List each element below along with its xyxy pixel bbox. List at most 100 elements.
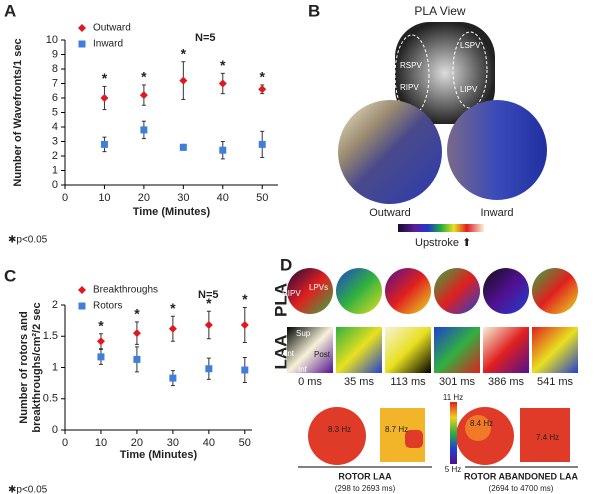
- y-tick-label: 3: [52, 135, 58, 147]
- point: [96, 337, 105, 346]
- n-label: N=5: [195, 32, 216, 44]
- point: [140, 126, 148, 134]
- pla-label: RIPV: [282, 289, 301, 298]
- y-tick-label: 1: [52, 361, 58, 373]
- vein-label: RIPV: [400, 83, 419, 92]
- note: ✱p<0.05: [8, 485, 48, 494]
- significance: *: [259, 69, 265, 85]
- y-tick-label: 6: [52, 92, 58, 104]
- freq-scale: [450, 402, 457, 464]
- panel-label: A: [4, 1, 16, 20]
- n-label: N=5: [198, 289, 219, 301]
- panel-label: B: [308, 1, 320, 20]
- group-range: (298 to 2693 ms): [335, 484, 396, 493]
- laa-frame: [385, 327, 431, 373]
- point: [78, 286, 86, 294]
- map-label: Inward: [480, 207, 513, 219]
- laa-label: Ant: [282, 349, 295, 358]
- pla-frame: [483, 268, 529, 314]
- significance: *: [220, 57, 226, 73]
- x-tick-label: 50: [239, 437, 251, 449]
- point: [78, 302, 86, 310]
- y-tick-label: 9: [52, 48, 58, 60]
- pla-image: [395, 22, 495, 124]
- freq-label: 8.4 Hz: [470, 419, 493, 428]
- y-tick-label: 0.5: [43, 393, 58, 405]
- legend-label: Rotors: [93, 301, 122, 312]
- row-label: LAA: [271, 335, 290, 370]
- group-range: (2694 to 4700 ms): [489, 484, 554, 493]
- point: [100, 140, 108, 148]
- colorbar: [398, 224, 484, 232]
- laa-label: Post: [314, 350, 331, 359]
- point: [179, 76, 188, 85]
- point: [258, 85, 267, 94]
- pla-frame: [385, 268, 431, 314]
- point: [139, 91, 148, 100]
- y-tick-label: 10: [46, 34, 58, 46]
- point: [258, 140, 266, 148]
- point: [241, 366, 249, 374]
- y-axis-label: Number of Wavefronts/1 sec: [12, 38, 24, 186]
- laa-frame: [336, 327, 382, 373]
- y-tick-label: 5: [52, 106, 58, 118]
- colorbar-label: Upstroke ⬆: [415, 237, 471, 249]
- y-tick-label: 1: [52, 164, 58, 176]
- point: [100, 94, 109, 102]
- y-tick-label: 0: [52, 424, 58, 436]
- laa-frame: [532, 327, 578, 373]
- x-axis-label: Time (Minutes): [120, 449, 198, 461]
- time-label: 35 ms: [344, 376, 374, 388]
- point: [218, 79, 227, 88]
- map-inward: [447, 100, 547, 200]
- point: [97, 353, 105, 361]
- y-axis-label: breakthroughs/cm²/2 sec: [31, 302, 43, 432]
- point: [240, 321, 249, 329]
- panel-label: D: [280, 255, 292, 274]
- x-tick-label: 20: [138, 192, 150, 204]
- panel-label: C: [4, 266, 16, 285]
- time-label: 386 ms: [488, 376, 525, 388]
- significance: *: [102, 70, 108, 86]
- x-tick-label: 30: [177, 192, 189, 204]
- time-label: 113 ms: [390, 376, 426, 388]
- point: [204, 321, 213, 329]
- laa-label: Sup: [296, 329, 311, 338]
- y-tick-label: 2: [52, 150, 58, 162]
- panel-d: D PLA LAA 0 ms 35 ms 113 ms 301 ms 386 ms 541…: [271, 255, 578, 493]
- y-tick-label: 4: [52, 121, 58, 133]
- legend-label: Inward: [93, 39, 123, 50]
- significance: *: [181, 45, 187, 61]
- time-label: 0 ms: [298, 376, 322, 388]
- y-tick-label: 0: [52, 179, 58, 191]
- row-label: PLA: [271, 283, 290, 317]
- y-tick-label: 1.5: [43, 330, 58, 342]
- significance: *: [134, 306, 140, 322]
- time-label: 301 ms: [439, 376, 476, 388]
- point: [78, 24, 86, 32]
- time-label: 541 ms: [537, 376, 574, 388]
- x-tick-label: 30: [167, 437, 179, 449]
- pla-label: LPVs: [309, 283, 328, 292]
- point: [78, 40, 86, 48]
- x-axis-label: Time (Minutes): [133, 206, 211, 218]
- point: [169, 374, 177, 382]
- significance: *: [206, 295, 212, 311]
- point: [179, 143, 187, 151]
- y-tick-label: 8: [52, 63, 58, 75]
- laa-label: Inf: [298, 365, 308, 374]
- significance: *: [141, 69, 147, 85]
- significance: *: [242, 291, 248, 307]
- freq-label: 8.7 Hz: [385, 425, 408, 434]
- freq-label: 8.3 Hz: [328, 425, 351, 434]
- map-label: Outward: [369, 207, 411, 219]
- legend-label: Breakthroughs: [93, 285, 158, 296]
- y-tick-label: 2: [52, 299, 58, 311]
- x-tick-label: 0: [62, 192, 68, 204]
- freq-map: [520, 408, 570, 462]
- vein-label: RSPV: [400, 61, 422, 70]
- panel-b: B PLA View LSPV RSPV RIPV LIPV Outward I…: [308, 1, 547, 249]
- legend-label: Outward: [93, 23, 131, 34]
